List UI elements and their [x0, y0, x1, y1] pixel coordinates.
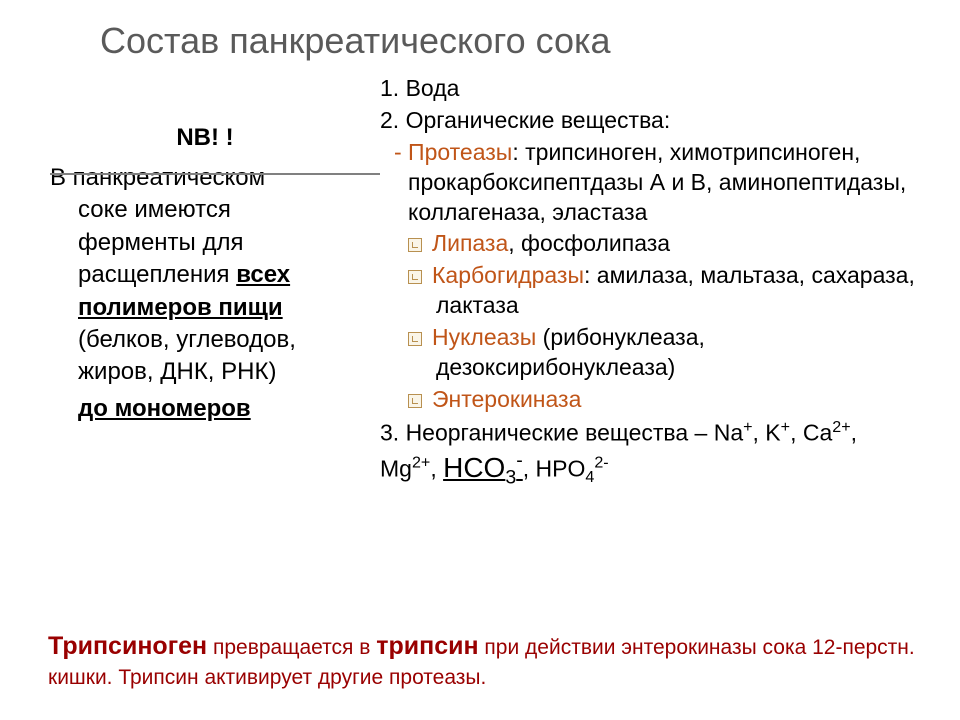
content-area: NB! ! В панкреатическом соке имеются фер… — [50, 74, 920, 493]
text-span: HPO — [536, 456, 586, 482]
left-line: расщепления всех — [50, 259, 360, 291]
category-label: - Протеазы — [394, 139, 512, 165]
bullet-icon — [408, 270, 422, 284]
left-column: NB! ! В панкреатическом соке имеются фер… — [50, 74, 360, 493]
bullet-icon — [408, 394, 422, 408]
category-label: Карбогидразы — [432, 262, 584, 288]
text-span: , K — [753, 419, 781, 445]
right-column: 1. Вода 2. Органические вещества: - Прот… — [380, 74, 920, 493]
hco-formula: HCO3- — [443, 452, 523, 483]
nuclease-item: Нуклеазы (рибонуклеаза, дезоксирибонукле… — [380, 323, 920, 383]
lipase-item: Липаза, фосфолипаза — [380, 229, 920, 259]
text-span: расщепления — [78, 261, 236, 288]
nb-label: NB! ! — [50, 124, 360, 152]
footer-keyword: трипсин — [376, 632, 478, 660]
category-label: Липаза — [432, 230, 508, 256]
footer-keyword: Трипсиноген — [48, 632, 207, 660]
slide-container: Состав панкреатического сока NB! ! В пан… — [0, 0, 960, 720]
footer-text: превращается в — [207, 636, 376, 659]
text-span: , Ca — [790, 419, 832, 445]
carbo-item: Карбогидразы: амилаза, мальтаза, сахараз… — [380, 261, 920, 321]
category-label: Энтерокиназа — [432, 386, 581, 412]
list-item-3: 3. Неорганические вещества – Na+, K+, Ca… — [380, 417, 920, 491]
left-line: ферменты для — [50, 227, 360, 259]
left-line: соке имеются — [50, 194, 360, 226]
footer-note: Трипсиноген превращается в трипсин при д… — [48, 630, 920, 692]
text-span: HCO — [443, 452, 505, 483]
list-item-2: 2. Органические вещества: — [380, 106, 920, 136]
bullet-icon — [408, 332, 422, 346]
left-paragraph: В панкреатическом соке имеются ферменты … — [50, 162, 360, 425]
left-line: полимеров пищи — [50, 292, 360, 324]
bullet-icon — [408, 238, 422, 252]
left-line: В панкреатическом — [50, 162, 360, 194]
category-text: , фосфолипаза — [508, 230, 670, 256]
list-item-1: 1. Вода — [380, 74, 920, 104]
text-span: 3. Неорганические вещества – Na — [380, 419, 743, 445]
left-line: до мономеров — [50, 393, 360, 425]
left-line: жиров, ДНК, РНК) — [50, 356, 360, 388]
proteases-item: - Протеазы: трипсиноген, химотрипсиноген… — [380, 138, 920, 228]
right-content: 1. Вода 2. Органические вещества: - Прот… — [380, 74, 920, 491]
left-line: (белков, углеводов, — [50, 324, 360, 356]
emphasized-text: всех — [236, 261, 290, 288]
category-label: Нуклеазы — [432, 324, 536, 350]
slide-title: Состав панкреатического сока — [100, 20, 920, 62]
entero-item: Энтерокиназа — [380, 385, 920, 415]
